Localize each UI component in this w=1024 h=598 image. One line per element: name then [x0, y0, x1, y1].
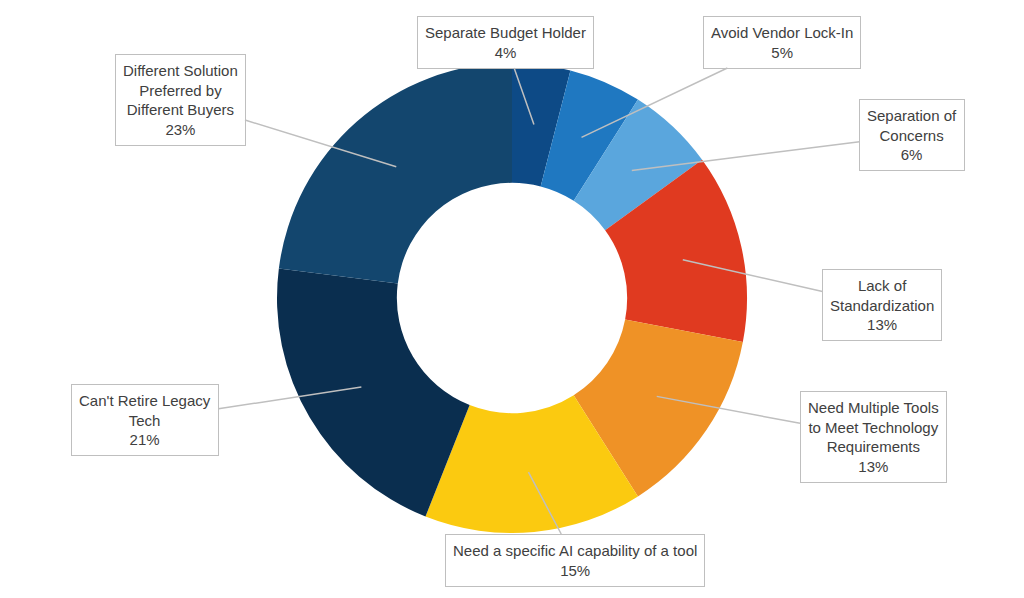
svg-text:Need a specific AI capability: Need a specific AI capability of a tool1…: [453, 542, 697, 579]
svg-text:Avoid Vendor Lock-In5%: Avoid Vendor Lock-In5%: [711, 24, 853, 61]
svg-text:Different SolutionPreferred by: Different SolutionPreferred byDifferent …: [123, 62, 238, 138]
svg-text:Separation ofConcerns6%: Separation ofConcerns6%: [867, 107, 957, 163]
svg-text:Lack ofStandardization13%: Lack ofStandardization13%: [830, 277, 934, 333]
svg-text:Need Multiple Toolsto Meet Tec: Need Multiple Toolsto Meet TechnologyReq…: [808, 399, 939, 475]
svg-text:Separate Budget Holder4%: Separate Budget Holder4%: [425, 24, 586, 61]
svg-text:Can't Retire LegacyTech21%: Can't Retire LegacyTech21%: [79, 392, 211, 448]
